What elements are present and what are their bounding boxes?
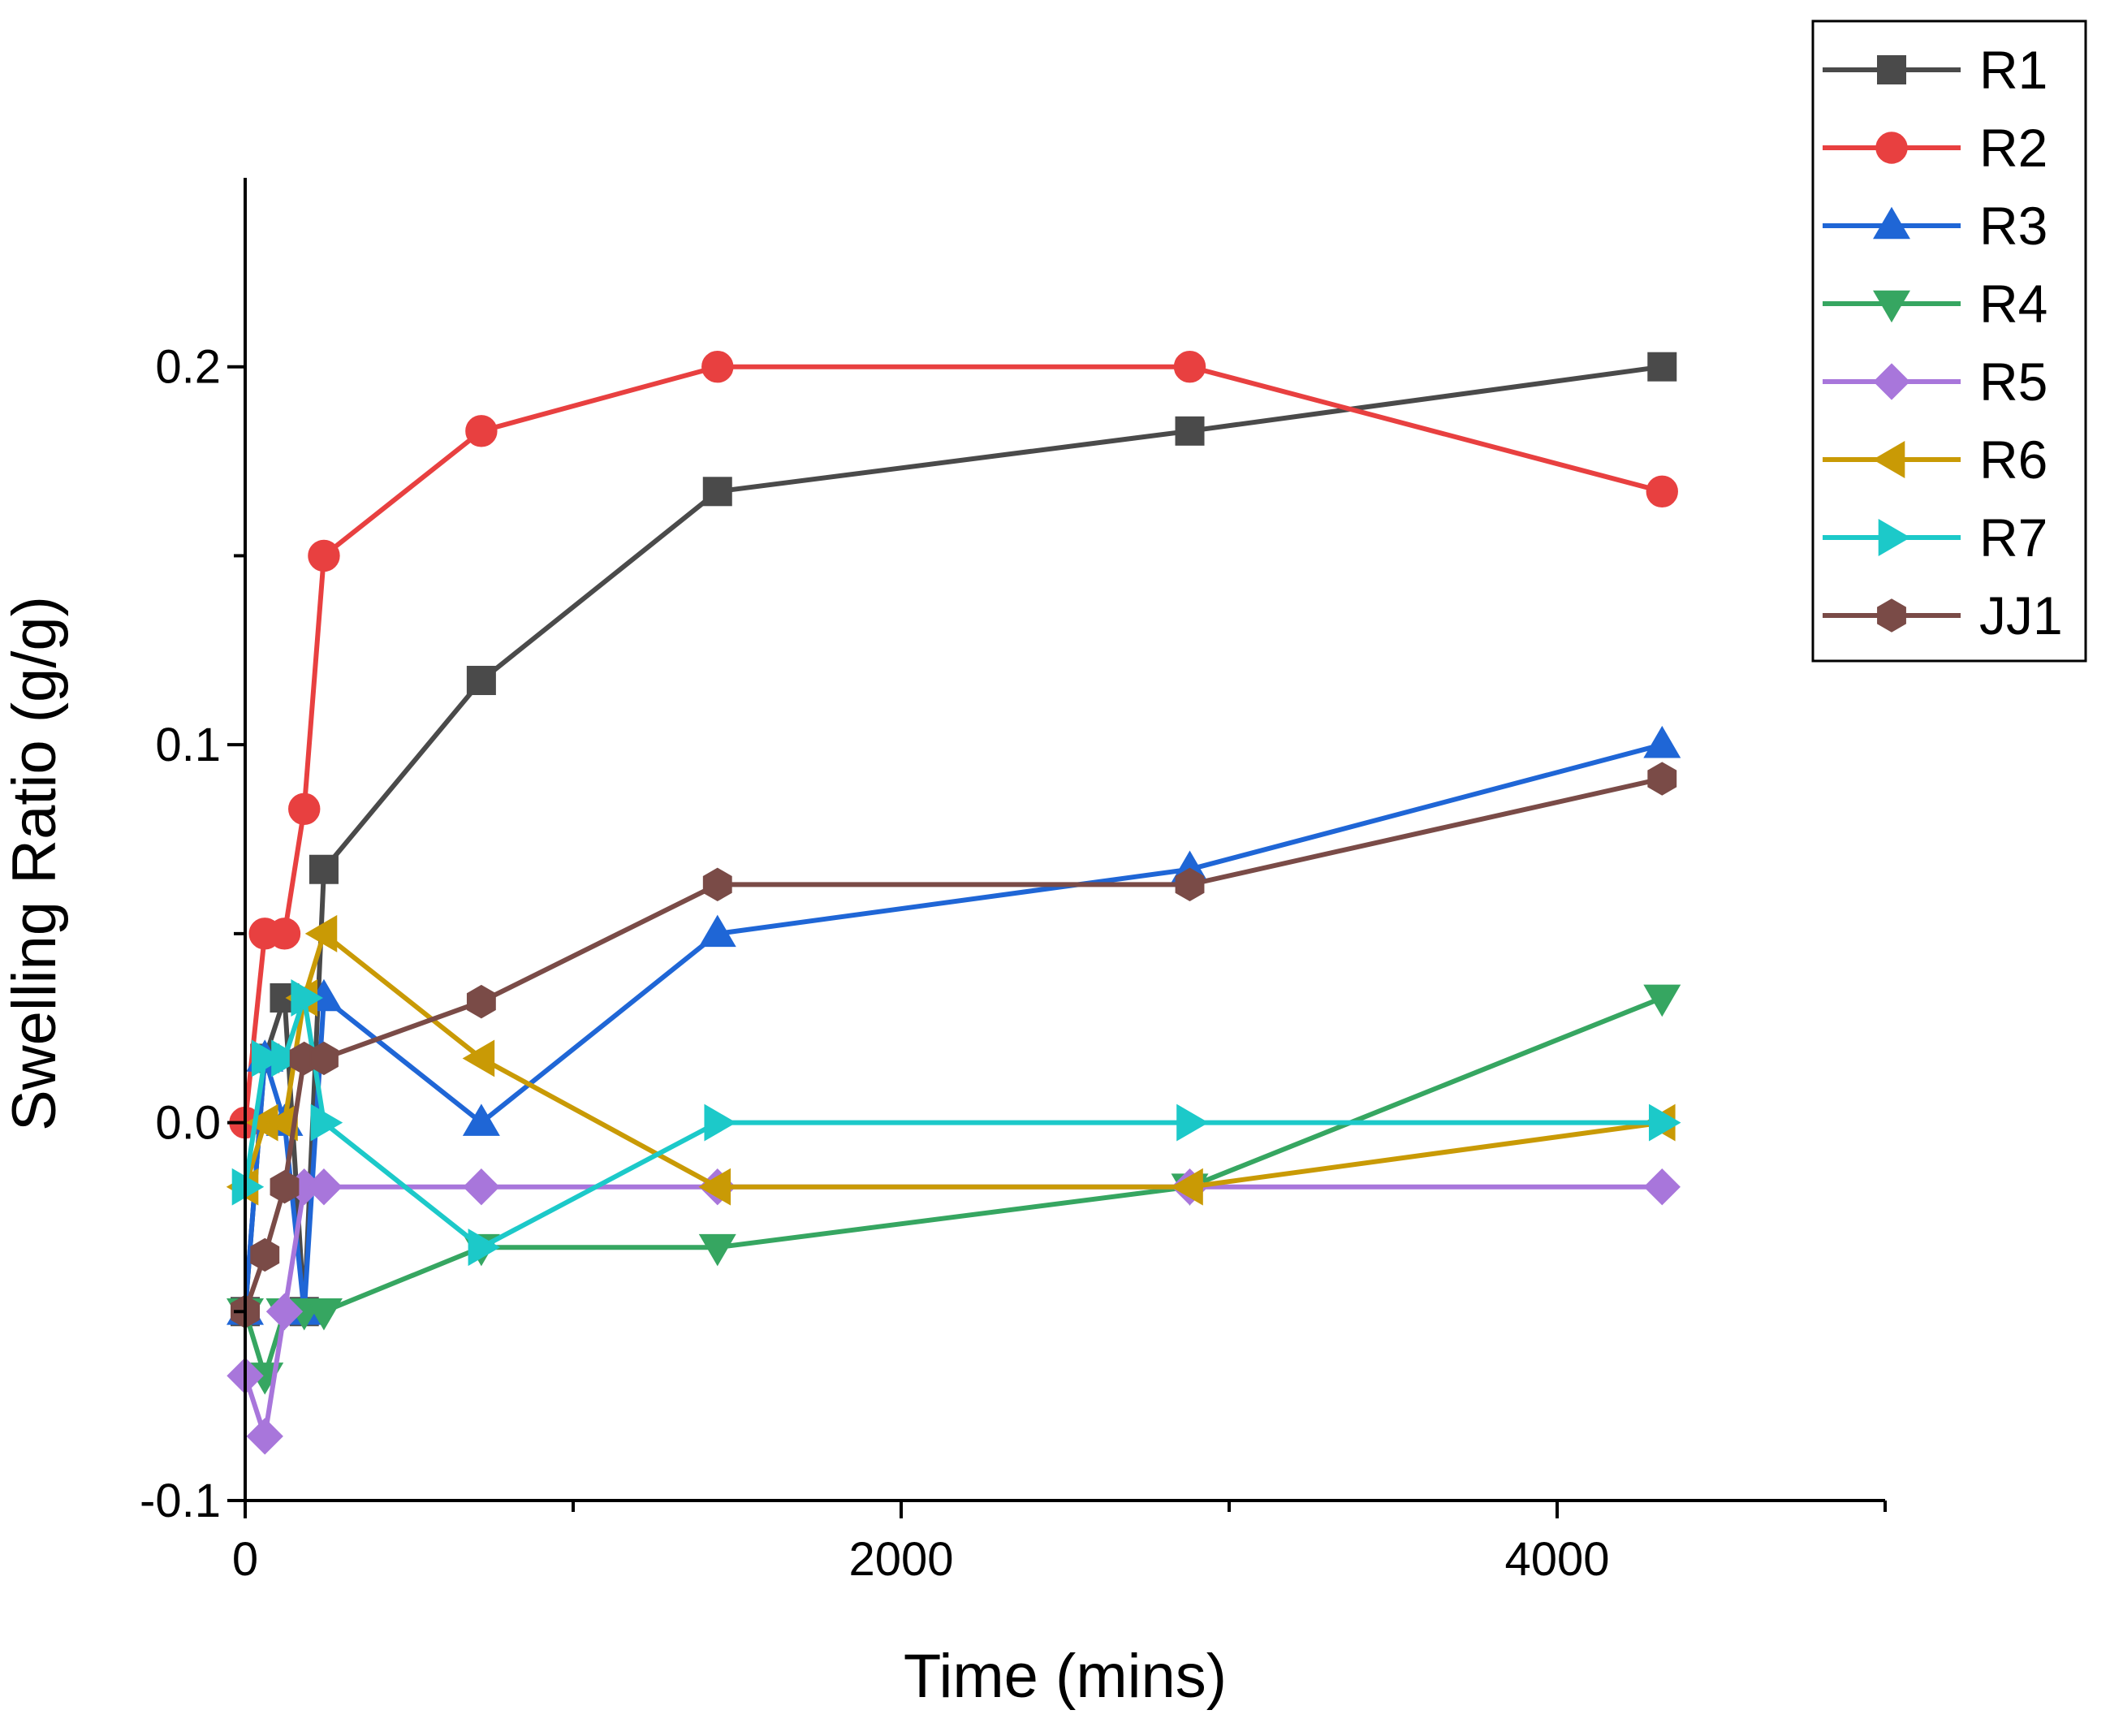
series-line-r7 xyxy=(243,997,1663,1250)
x-tick-label: 4000 xyxy=(1504,1533,1609,1586)
legend-label: R6 xyxy=(1979,430,2047,490)
data-point-r1 xyxy=(309,854,339,884)
legend-marker xyxy=(1877,55,1906,84)
legend-item-r3: R3 xyxy=(1823,196,2047,256)
data-point-r5 xyxy=(1643,1168,1681,1206)
data-point-r3 xyxy=(462,1103,500,1136)
legend-label: R3 xyxy=(1979,196,2047,256)
data-point-r1 xyxy=(1175,416,1205,446)
legend-label: R4 xyxy=(1979,274,2047,334)
data-point-r7 xyxy=(1648,1103,1681,1142)
data-point-r7 xyxy=(1176,1103,1209,1142)
series-r3 xyxy=(227,725,1681,1325)
data-point-jj1 xyxy=(702,867,732,902)
legend-marker xyxy=(1875,132,1908,164)
legend: R1 R2 R3 R4 R5 R6 R7 JJ1 xyxy=(1811,19,2087,663)
legend-marker xyxy=(1878,519,1911,556)
data-point-r3 xyxy=(1643,725,1681,758)
data-point-r6 xyxy=(698,1168,731,1206)
data-point-jj1 xyxy=(1647,762,1677,796)
legend-label: R2 xyxy=(1979,118,2047,178)
legend-box xyxy=(1811,19,2087,663)
legend-marker xyxy=(1873,206,1910,240)
data-point-r7 xyxy=(271,1039,304,1077)
data-point-r6 xyxy=(304,914,338,952)
data-point-r4 xyxy=(304,1298,343,1331)
y-tick-label: -0.1 xyxy=(140,1475,221,1527)
data-point-r2 xyxy=(701,351,734,383)
series-r7 xyxy=(231,978,1681,1267)
legend-item-r5: R5 xyxy=(1823,352,2047,412)
axes-group: 0 2000 4000 -0.1 0.0 0.1 0.2 xyxy=(140,178,1887,1586)
series-line-r6 xyxy=(243,929,1663,1190)
series-r5 xyxy=(227,1168,1681,1455)
legend-marker xyxy=(1873,290,1910,323)
legend-item-r2: R2 xyxy=(1823,118,2047,178)
series-line-r1 xyxy=(243,364,1663,1312)
data-point-r7 xyxy=(251,1039,284,1077)
legend-item-jj1: JJ1 xyxy=(1823,585,2063,646)
data-point-r4 xyxy=(698,1233,736,1267)
data-point-r6 xyxy=(462,1039,495,1077)
series-jj1 xyxy=(231,762,1677,1328)
series-line-r5 xyxy=(243,1184,1663,1437)
series-r2 xyxy=(229,351,1678,1139)
y-tick-label: 0.1 xyxy=(155,719,221,771)
data-point-r4 xyxy=(1643,984,1681,1017)
legend-label: JJ1 xyxy=(1979,585,2063,646)
legend-item-r4: R4 xyxy=(1823,274,2047,334)
data-point-r5 xyxy=(246,1418,283,1455)
data-point-r2 xyxy=(288,792,321,825)
data-point-r7 xyxy=(231,1168,265,1206)
y-axis-ticks: -0.1 0.0 0.1 0.2 xyxy=(140,341,245,1527)
legend-items: R1 R2 R3 R4 R5 R6 R7 JJ1 xyxy=(1823,40,2063,646)
legend-label: R5 xyxy=(1979,352,2047,412)
legend-item-r7: R7 xyxy=(1823,507,2047,568)
y-tick-label: 0.0 xyxy=(155,1097,221,1150)
legend-marker xyxy=(1873,363,1910,400)
data-point-r2 xyxy=(308,539,340,572)
x-tick-label: 2000 xyxy=(848,1533,953,1586)
data-point-r3 xyxy=(698,914,736,948)
data-point-r2 xyxy=(268,918,301,950)
data-point-r5 xyxy=(463,1168,500,1206)
data-point-r5 xyxy=(305,1168,343,1206)
legend-label: R7 xyxy=(1979,507,2047,568)
data-point-r2 xyxy=(1646,475,1678,508)
data-point-r6 xyxy=(1171,1168,1203,1206)
data-point-jj1 xyxy=(466,984,496,1019)
x-axis-ticks: 0 2000 4000 xyxy=(232,1501,1887,1586)
data-point-r7 xyxy=(310,1103,343,1142)
x-axis-title: Time (mins) xyxy=(904,1642,1227,1711)
data-point-jj1 xyxy=(270,1169,300,1204)
data-point-r5 xyxy=(265,1293,304,1330)
x-tick-label: 0 xyxy=(232,1533,258,1586)
data-point-r1 xyxy=(1647,352,1677,382)
legend-item-r6: R6 xyxy=(1823,430,2047,490)
data-point-jj1 xyxy=(250,1237,280,1272)
data-point-r1 xyxy=(702,477,732,507)
data-point-r7 xyxy=(704,1103,736,1142)
y-axis-title: Swelling Ratio (g/g) xyxy=(0,596,69,1131)
data-point-r1 xyxy=(466,666,496,696)
data-point-jj1 xyxy=(1175,867,1205,902)
legend-label: R1 xyxy=(1979,40,2047,100)
data-point-jj1 xyxy=(309,1041,339,1076)
data-point-r2 xyxy=(465,415,498,447)
plot-series-group xyxy=(226,351,1681,1455)
y-tick-label: 0.2 xyxy=(155,341,221,394)
series-r1 xyxy=(231,352,1677,1327)
data-point-r7 xyxy=(468,1229,501,1267)
series-r6 xyxy=(226,914,1676,1206)
data-point-r6 xyxy=(265,1103,298,1142)
data-point-r2 xyxy=(1173,351,1206,383)
data-point-r7 xyxy=(291,978,323,1017)
legend-marker xyxy=(1877,598,1906,633)
legend-marker xyxy=(1872,441,1905,478)
legend-item-r1: R1 xyxy=(1823,40,2047,100)
